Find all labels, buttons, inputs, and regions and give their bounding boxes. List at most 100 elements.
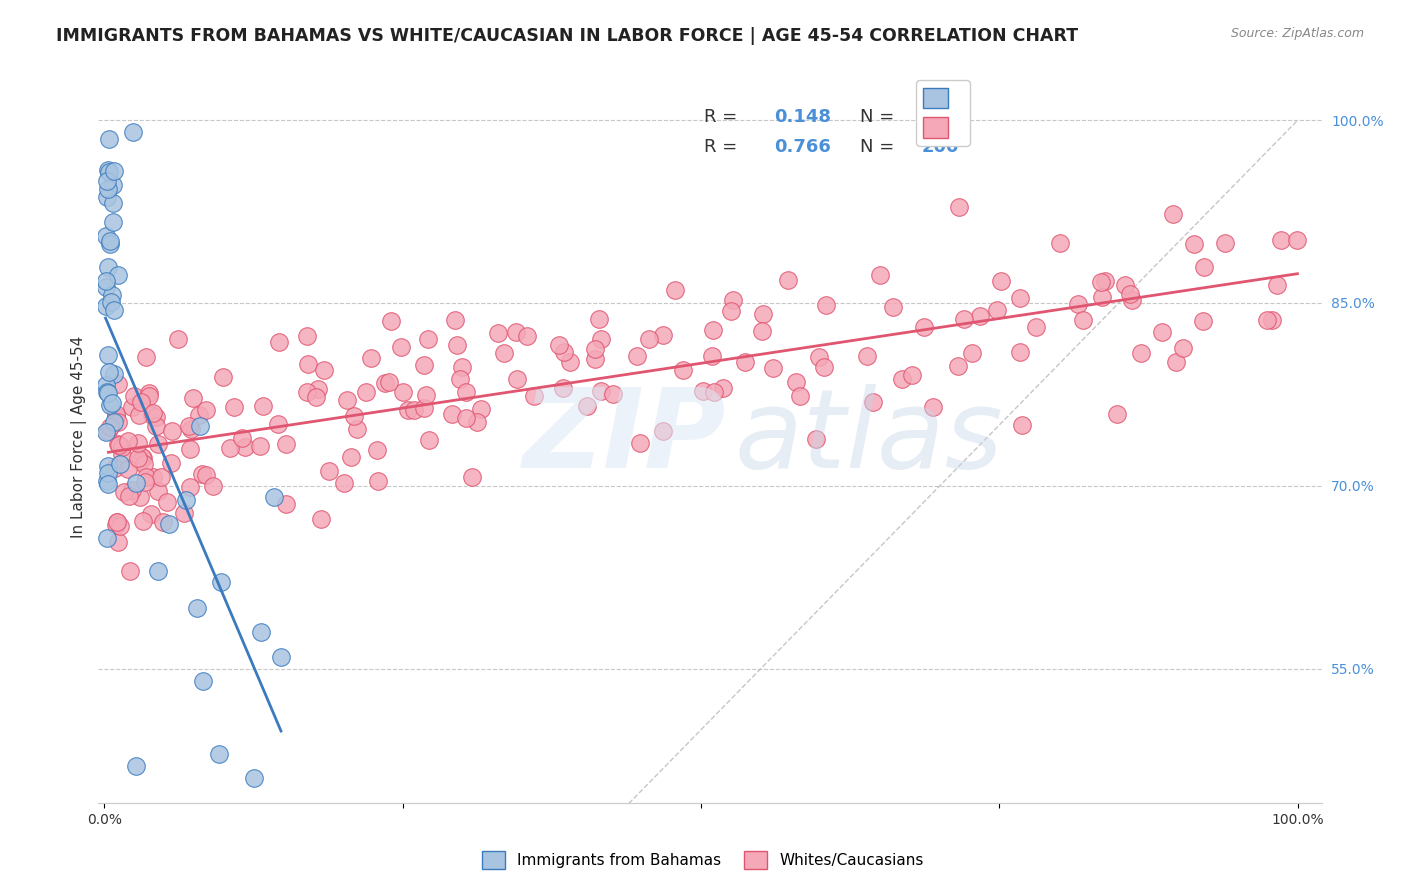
- Point: [98, 365, 121, 379]
- Point: [98, 165, 121, 179]
- Text: 52: 52: [922, 108, 946, 126]
- Point: [122, 389, 145, 403]
- Point: [374, 376, 396, 390]
- Point: [96, 384, 118, 399]
- Point: [252, 399, 274, 413]
- Point: [591, 384, 613, 399]
- Point: [516, 328, 538, 343]
- Point: [494, 345, 516, 359]
- Point: [415, 388, 437, 402]
- Point: [700, 349, 723, 363]
- Point: [882, 301, 904, 315]
- Point: [233, 440, 256, 454]
- Point: [960, 346, 983, 360]
- Point: [103, 368, 125, 382]
- Point: [470, 402, 492, 417]
- Point: [180, 421, 202, 435]
- Point: [100, 288, 122, 302]
- Point: [129, 454, 152, 468]
- Point: [138, 385, 160, 400]
- Point: [121, 401, 143, 415]
- Point: [651, 328, 673, 343]
- Point: [105, 409, 128, 423]
- Point: [231, 432, 253, 446]
- Point: [96, 189, 118, 203]
- Point: [174, 493, 197, 508]
- Text: N =: N =: [860, 138, 900, 156]
- Point: [96, 531, 118, 545]
- Point: [96, 229, 118, 244]
- Point: [366, 442, 388, 457]
- Point: [107, 534, 129, 549]
- Point: [1071, 313, 1094, 327]
- Point: [297, 357, 319, 371]
- Point: [249, 439, 271, 453]
- Point: [333, 475, 356, 490]
- Point: [96, 274, 118, 288]
- Point: [297, 329, 319, 343]
- Point: [553, 344, 575, 359]
- Point: [444, 313, 467, 327]
- Point: [127, 436, 149, 450]
- Point: [1166, 354, 1188, 368]
- Point: [103, 415, 125, 429]
- Point: [105, 515, 128, 529]
- Point: [267, 417, 290, 431]
- Point: [295, 384, 318, 399]
- Point: [111, 447, 134, 461]
- Point: [134, 457, 156, 471]
- Point: [105, 515, 128, 529]
- Point: [583, 351, 606, 366]
- Point: [804, 432, 827, 446]
- Point: [664, 283, 686, 297]
- Point: [446, 338, 468, 352]
- Point: [141, 408, 163, 422]
- Point: [1049, 235, 1071, 250]
- Point: [132, 450, 155, 465]
- Point: [135, 350, 157, 364]
- Point: [138, 389, 160, 403]
- Point: [305, 390, 328, 404]
- Point: [167, 332, 190, 346]
- Point: [243, 772, 266, 786]
- Point: [179, 480, 201, 494]
- Point: [149, 470, 172, 484]
- Point: [152, 515, 174, 529]
- Point: [813, 360, 835, 375]
- Point: [576, 399, 599, 413]
- Point: [110, 440, 132, 454]
- Point: [1025, 319, 1047, 334]
- Point: [340, 450, 363, 464]
- Point: [94, 299, 117, 313]
- Point: [751, 325, 773, 339]
- Point: [105, 407, 128, 421]
- Point: [456, 384, 478, 399]
- Point: [450, 360, 472, 375]
- Point: [808, 351, 831, 365]
- Point: [107, 437, 129, 451]
- Point: [862, 394, 884, 409]
- Point: [108, 438, 131, 452]
- Point: [785, 376, 807, 390]
- Point: [398, 403, 420, 417]
- Legend: , : ,: [915, 80, 970, 145]
- Point: [1194, 260, 1216, 275]
- Point: [1130, 345, 1153, 359]
- Point: [250, 624, 273, 639]
- Point: [672, 363, 695, 377]
- Text: IMMIGRANTS FROM BAHAMAS VS WHITE/CAUCASIAN IN LABOR FORCE | AGE 45-54 CORRELATIO: IMMIGRANTS FROM BAHAMAS VS WHITE/CAUCASI…: [56, 27, 1078, 45]
- Point: [1286, 234, 1309, 248]
- Point: [97, 260, 120, 274]
- Legend: Immigrants from Bahamas, Whites/Caucasians: Immigrants from Bahamas, Whites/Caucasia…: [477, 845, 929, 875]
- Point: [1008, 291, 1031, 305]
- Point: [139, 507, 162, 521]
- Point: [179, 442, 201, 456]
- Text: R =: R =: [704, 138, 742, 156]
- Point: [336, 392, 359, 407]
- Point: [129, 491, 152, 505]
- Point: [134, 475, 156, 489]
- Point: [360, 351, 382, 365]
- Point: [1090, 276, 1112, 290]
- Point: [1105, 407, 1128, 421]
- Point: [160, 457, 183, 471]
